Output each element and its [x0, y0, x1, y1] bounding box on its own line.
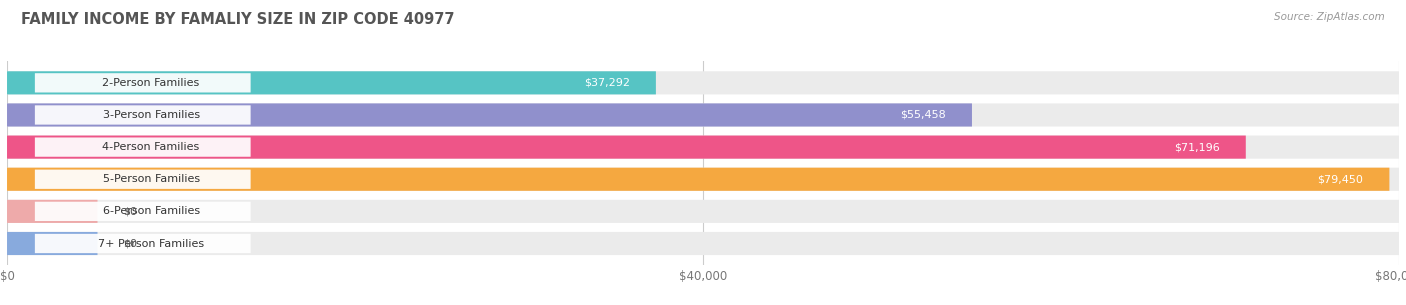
Text: $55,458: $55,458 — [900, 110, 946, 120]
Text: 2-Person Families: 2-Person Families — [103, 78, 200, 88]
Text: $0: $0 — [124, 206, 138, 216]
FancyBboxPatch shape — [35, 170, 250, 189]
FancyBboxPatch shape — [35, 202, 250, 221]
FancyBboxPatch shape — [7, 168, 1399, 191]
Text: 7+ Person Families: 7+ Person Families — [98, 239, 204, 249]
FancyBboxPatch shape — [7, 71, 1399, 95]
Text: $0: $0 — [124, 239, 138, 249]
FancyBboxPatch shape — [7, 135, 1399, 159]
FancyBboxPatch shape — [7, 71, 655, 95]
FancyBboxPatch shape — [35, 105, 250, 125]
FancyBboxPatch shape — [7, 135, 1246, 159]
Text: 4-Person Families: 4-Person Families — [103, 142, 200, 152]
Text: $79,450: $79,450 — [1317, 174, 1364, 184]
FancyBboxPatch shape — [7, 103, 1399, 127]
FancyBboxPatch shape — [35, 234, 250, 253]
Text: FAMILY INCOME BY FAMALIY SIZE IN ZIP CODE 40977: FAMILY INCOME BY FAMALIY SIZE IN ZIP COD… — [21, 12, 454, 27]
Text: 6-Person Families: 6-Person Families — [103, 206, 200, 216]
FancyBboxPatch shape — [7, 200, 97, 223]
Text: $71,196: $71,196 — [1174, 142, 1219, 152]
Text: 3-Person Families: 3-Person Families — [103, 110, 200, 120]
Text: Source: ZipAtlas.com: Source: ZipAtlas.com — [1274, 12, 1385, 22]
FancyBboxPatch shape — [35, 73, 250, 92]
FancyBboxPatch shape — [35, 138, 250, 157]
FancyBboxPatch shape — [7, 232, 97, 255]
FancyBboxPatch shape — [7, 232, 1399, 255]
FancyBboxPatch shape — [7, 200, 1399, 223]
Text: 5-Person Families: 5-Person Families — [103, 174, 200, 184]
Text: $37,292: $37,292 — [583, 78, 630, 88]
FancyBboxPatch shape — [7, 103, 972, 127]
FancyBboxPatch shape — [7, 168, 1389, 191]
